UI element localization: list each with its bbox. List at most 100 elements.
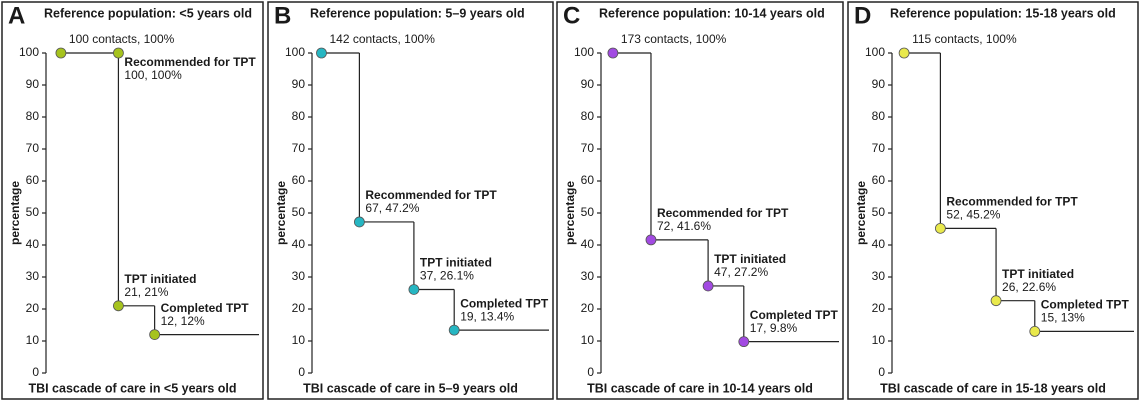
- y-tick-label: 40: [292, 237, 306, 251]
- y-tick-label: 0: [878, 365, 885, 379]
- value-label: 67, 47.2%: [365, 201, 419, 215]
- point: [353, 216, 365, 228]
- y-tick-label: 90: [581, 77, 595, 91]
- value-label: 19, 13.4%: [460, 309, 514, 323]
- point: [113, 47, 124, 59]
- y-tick-label: 60: [872, 173, 886, 187]
- category-label: Completed TPT: [750, 308, 839, 322]
- point: [702, 280, 714, 292]
- point: [408, 284, 420, 295]
- x-axis-label: TBI cascade of care in 15-18 years old: [880, 381, 1106, 395]
- panel-label: A: [8, 2, 25, 29]
- y-tick-label: 70: [581, 141, 595, 155]
- point: [1029, 325, 1041, 337]
- x-axis-label: TBI cascade of care in <5 years old: [28, 381, 236, 395]
- y-tick-label: 40: [581, 237, 595, 251]
- value-label: 173 contacts, 100%: [621, 32, 727, 46]
- panel-label: B: [274, 2, 291, 29]
- panel-border: [1, 1, 264, 400]
- y-tick-label: 70: [26, 141, 40, 155]
- y-tick-label: 80: [26, 109, 40, 123]
- point: [113, 300, 124, 312]
- value-label: 47, 27.2%: [714, 265, 768, 279]
- point: [898, 47, 910, 59]
- y-tick-label: 20: [292, 301, 306, 315]
- value-label: 115 contacts, 100%: [912, 32, 1017, 46]
- value-label: 52, 45.2%: [946, 208, 1000, 222]
- panel-title: Reference population: 10-14 years old: [599, 6, 825, 20]
- y-tick-label: 80: [581, 109, 595, 123]
- y-tick-label: 50: [581, 205, 595, 219]
- value-label: 21, 21%: [124, 285, 168, 299]
- y-tick-label: 30: [581, 269, 595, 283]
- category-label: Completed TPT: [161, 301, 250, 315]
- point: [448, 324, 460, 336]
- value-label: 100, 100%: [124, 68, 182, 82]
- value-label: 12, 12%: [161, 314, 205, 328]
- point: [149, 329, 161, 341]
- panel-border: [847, 1, 1139, 400]
- y-tick-label: 20: [581, 301, 595, 315]
- category-label: Completed TPT: [460, 296, 549, 310]
- value-label: 37, 26.1%: [420, 269, 474, 283]
- y-tick-label: 90: [872, 77, 886, 91]
- y-tick-label: 30: [292, 269, 306, 283]
- y-axis-label: percentage: [563, 181, 577, 245]
- panel-title: Reference population: 15-18 years old: [890, 6, 1116, 20]
- y-axis-label: percentage: [854, 181, 868, 245]
- panel-border: [556, 1, 844, 400]
- panel-label: C: [563, 2, 580, 29]
- y-tick-label: 10: [292, 333, 306, 347]
- y-tick-label: 70: [872, 141, 886, 155]
- y-tick-label: 50: [292, 205, 306, 219]
- y-tick-label: 0: [298, 365, 305, 379]
- y-tick-label: 30: [872, 269, 886, 283]
- category-label: TPT initiated: [714, 252, 786, 266]
- value-label: 100 contacts, 100%: [69, 32, 175, 46]
- x-axis-label: TBI cascade of care in 5–9 years old: [303, 381, 518, 395]
- category-label: TPT initiated: [124, 272, 196, 286]
- y-tick-label: 30: [26, 269, 40, 283]
- y-tick-label: 80: [872, 109, 886, 123]
- y-tick-label: 0: [587, 365, 594, 379]
- category-label: TPT initiated: [1002, 267, 1074, 281]
- value-label: 26, 22.6%: [1002, 280, 1056, 294]
- category-label: Recommended for TPT: [657, 206, 789, 220]
- panel-border: [267, 1, 554, 400]
- category-label: TPT initiated: [420, 256, 492, 270]
- y-tick-label: 60: [292, 173, 306, 187]
- point: [55, 47, 67, 59]
- x-axis-label: TBI cascade of care in 10-14 years old: [587, 381, 813, 395]
- y-tick-label: 50: [872, 205, 886, 219]
- value-label: 72, 41.6%: [657, 219, 711, 233]
- y-tick-label: 10: [872, 333, 886, 347]
- y-tick-label: 80: [292, 109, 306, 123]
- category-label: Completed TPT: [1041, 298, 1130, 312]
- y-tick-label: 40: [872, 237, 886, 251]
- point: [645, 234, 657, 246]
- y-tick-label: 10: [26, 333, 40, 347]
- value-label: 142 contacts, 100%: [329, 32, 435, 46]
- point: [316, 47, 327, 59]
- y-tick-label: 90: [26, 77, 40, 91]
- category-label: Recommended for TPT: [124, 55, 256, 69]
- point: [738, 336, 750, 348]
- y-tick-label: 40: [26, 237, 40, 251]
- y-tick-label: 100: [574, 45, 594, 59]
- y-tick-label: 60: [581, 173, 595, 187]
- y-tick-label: 100: [865, 45, 885, 59]
- y-tick-label: 50: [26, 205, 40, 219]
- y-tick-label: 70: [292, 141, 306, 155]
- point: [607, 47, 619, 59]
- panel-label: D: [854, 2, 871, 29]
- y-tick-label: 100: [285, 45, 305, 59]
- value-label: 15, 13%: [1041, 311, 1085, 325]
- category-label: Recommended for TPT: [365, 188, 497, 202]
- y-tick-label: 0: [32, 365, 39, 379]
- y-axis-label: percentage: [8, 181, 22, 245]
- point: [935, 222, 946, 234]
- y-axis-label: percentage: [274, 181, 288, 245]
- y-tick-label: 20: [872, 301, 886, 315]
- y-tick-label: 10: [581, 333, 595, 347]
